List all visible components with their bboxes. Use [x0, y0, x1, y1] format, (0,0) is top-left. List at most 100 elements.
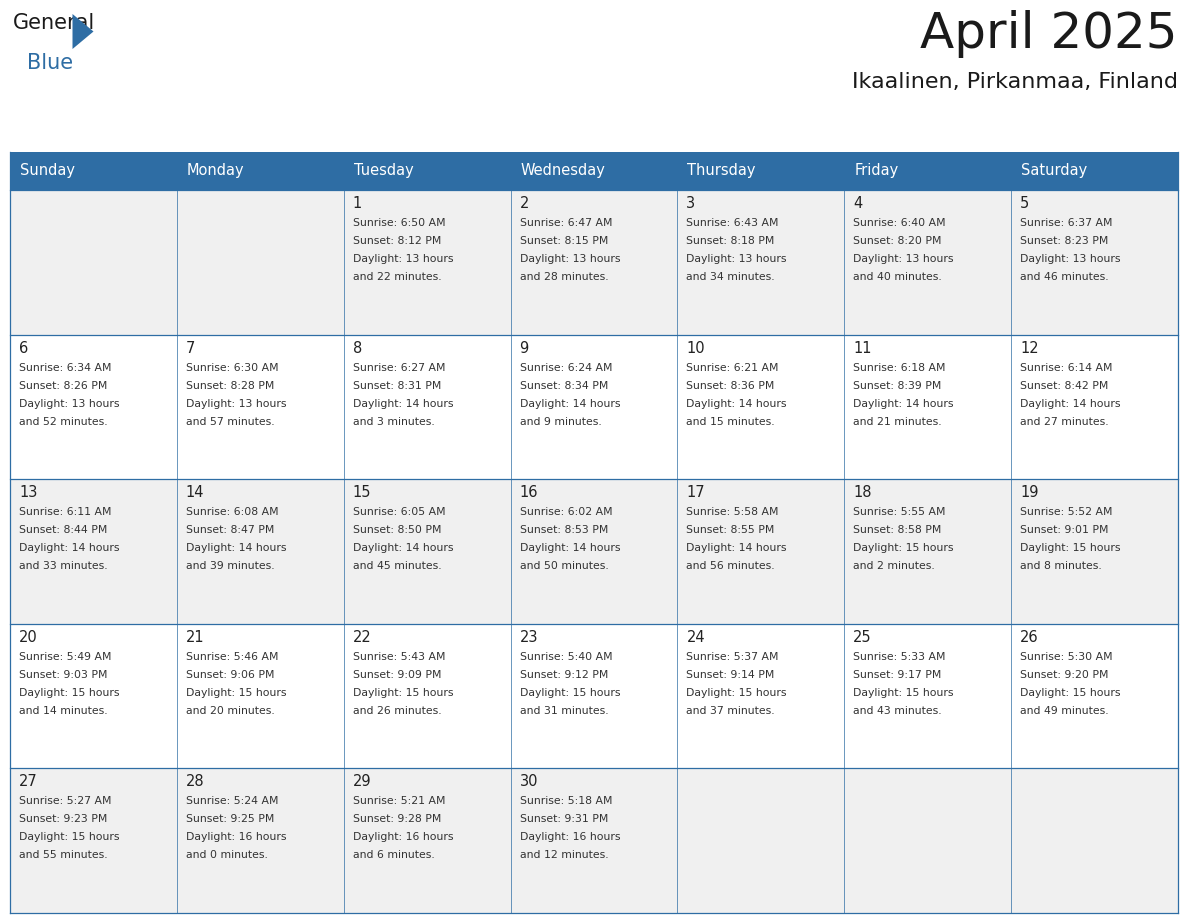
Text: Sunset: 9:06 PM: Sunset: 9:06 PM — [185, 670, 274, 680]
Polygon shape — [72, 14, 94, 49]
Bar — [177, 768, 343, 913]
Text: 18: 18 — [853, 486, 872, 500]
Text: and 28 minutes.: and 28 minutes. — [519, 272, 608, 282]
Text: Sunrise: 5:18 AM: Sunrise: 5:18 AM — [519, 797, 612, 806]
Text: Sunset: 8:12 PM: Sunset: 8:12 PM — [353, 236, 441, 246]
Text: Sunset: 9:14 PM: Sunset: 9:14 PM — [687, 670, 775, 680]
Text: 7: 7 — [185, 341, 195, 355]
Text: Daylight: 14 hours: Daylight: 14 hours — [519, 398, 620, 409]
Text: Sunset: 9:03 PM: Sunset: 9:03 PM — [19, 670, 107, 680]
Text: Sunrise: 5:43 AM: Sunrise: 5:43 AM — [353, 652, 446, 662]
Bar — [677, 624, 845, 768]
Text: Sunset: 9:01 PM: Sunset: 9:01 PM — [1020, 525, 1108, 535]
Text: Sunset: 8:26 PM: Sunset: 8:26 PM — [19, 381, 107, 390]
Text: and 21 minutes.: and 21 minutes. — [853, 417, 942, 427]
Text: 19: 19 — [1020, 486, 1038, 500]
Bar — [511, 768, 677, 913]
Text: and 33 minutes.: and 33 minutes. — [19, 561, 108, 571]
Text: Sunrise: 5:30 AM: Sunrise: 5:30 AM — [1020, 652, 1113, 662]
Text: Daylight: 15 hours: Daylight: 15 hours — [853, 543, 954, 554]
Text: and 26 minutes.: and 26 minutes. — [353, 706, 441, 716]
Text: Sunset: 9:23 PM: Sunset: 9:23 PM — [19, 814, 107, 824]
Text: and 8 minutes.: and 8 minutes. — [1020, 561, 1102, 571]
Text: and 50 minutes.: and 50 minutes. — [519, 561, 608, 571]
Text: Sunset: 8:31 PM: Sunset: 8:31 PM — [353, 381, 441, 390]
Text: and 46 minutes.: and 46 minutes. — [1020, 272, 1108, 282]
Text: Sunset: 8:15 PM: Sunset: 8:15 PM — [519, 236, 608, 246]
Text: Sunset: 9:12 PM: Sunset: 9:12 PM — [519, 670, 608, 680]
Text: Sunday: Sunday — [20, 163, 75, 178]
Text: and 0 minutes.: and 0 minutes. — [185, 850, 267, 860]
Text: Sunrise: 6:11 AM: Sunrise: 6:11 AM — [19, 508, 112, 517]
Bar — [845, 334, 1011, 479]
Text: Daylight: 13 hours: Daylight: 13 hours — [853, 254, 954, 264]
Text: 5: 5 — [1020, 196, 1029, 211]
Text: 20: 20 — [19, 630, 38, 644]
Bar — [343, 190, 511, 334]
Bar — [677, 768, 845, 913]
Text: Daylight: 13 hours: Daylight: 13 hours — [519, 254, 620, 264]
Text: 29: 29 — [353, 775, 372, 789]
Text: Daylight: 14 hours: Daylight: 14 hours — [519, 543, 620, 554]
Text: 28: 28 — [185, 775, 204, 789]
Text: 25: 25 — [853, 630, 872, 644]
Text: Daylight: 14 hours: Daylight: 14 hours — [687, 398, 786, 409]
Bar — [1011, 479, 1178, 624]
Text: Daylight: 15 hours: Daylight: 15 hours — [1020, 543, 1120, 554]
Text: Sunset: 9:31 PM: Sunset: 9:31 PM — [519, 814, 608, 824]
Bar — [177, 190, 343, 334]
Text: and 22 minutes.: and 22 minutes. — [353, 272, 441, 282]
Text: Sunset: 8:18 PM: Sunset: 8:18 PM — [687, 236, 775, 246]
Text: Sunrise: 5:52 AM: Sunrise: 5:52 AM — [1020, 508, 1113, 517]
Text: and 31 minutes.: and 31 minutes. — [519, 706, 608, 716]
Text: Sunrise: 5:24 AM: Sunrise: 5:24 AM — [185, 797, 278, 806]
Text: Daylight: 13 hours: Daylight: 13 hours — [687, 254, 786, 264]
Text: 10: 10 — [687, 341, 704, 355]
Text: 6: 6 — [19, 341, 29, 355]
Text: 8: 8 — [353, 341, 362, 355]
Text: Daylight: 16 hours: Daylight: 16 hours — [353, 833, 453, 843]
Bar — [10, 334, 177, 479]
Bar — [845, 768, 1011, 913]
Text: and 15 minutes.: and 15 minutes. — [687, 417, 775, 427]
Bar — [511, 479, 677, 624]
Bar — [677, 190, 845, 334]
Bar — [511, 334, 677, 479]
Text: Sunrise: 5:21 AM: Sunrise: 5:21 AM — [353, 797, 446, 806]
Text: Sunset: 8:34 PM: Sunset: 8:34 PM — [519, 381, 608, 390]
Text: Sunrise: 6:24 AM: Sunrise: 6:24 AM — [519, 363, 612, 373]
Text: Sunset: 8:20 PM: Sunset: 8:20 PM — [853, 236, 942, 246]
Text: 3: 3 — [687, 196, 695, 211]
Text: 16: 16 — [519, 486, 538, 500]
Text: Daylight: 14 hours: Daylight: 14 hours — [853, 398, 954, 409]
Text: Blue: Blue — [27, 53, 74, 73]
Text: 12: 12 — [1020, 341, 1038, 355]
Text: and 39 minutes.: and 39 minutes. — [185, 561, 274, 571]
Text: Daylight: 14 hours: Daylight: 14 hours — [185, 543, 286, 554]
Text: Sunset: 8:58 PM: Sunset: 8:58 PM — [853, 525, 942, 535]
Text: Daylight: 15 hours: Daylight: 15 hours — [185, 688, 286, 698]
Text: Sunrise: 5:55 AM: Sunrise: 5:55 AM — [853, 508, 946, 517]
Text: Sunset: 8:39 PM: Sunset: 8:39 PM — [853, 381, 942, 390]
Text: Sunrise: 5:27 AM: Sunrise: 5:27 AM — [19, 797, 112, 806]
Text: Sunrise: 6:50 AM: Sunrise: 6:50 AM — [353, 218, 446, 228]
Text: and 12 minutes.: and 12 minutes. — [519, 850, 608, 860]
Text: Wednesday: Wednesday — [520, 163, 606, 178]
Text: Sunrise: 6:43 AM: Sunrise: 6:43 AM — [687, 218, 779, 228]
Text: Daylight: 14 hours: Daylight: 14 hours — [353, 543, 453, 554]
Text: Sunrise: 6:14 AM: Sunrise: 6:14 AM — [1020, 363, 1113, 373]
Bar — [177, 479, 343, 624]
Text: Sunrise: 6:47 AM: Sunrise: 6:47 AM — [519, 218, 612, 228]
Text: Daylight: 13 hours: Daylight: 13 hours — [185, 398, 286, 409]
Text: 17: 17 — [687, 486, 704, 500]
Bar — [10, 624, 177, 768]
Text: 2: 2 — [519, 196, 529, 211]
Bar — [343, 624, 511, 768]
Bar — [343, 479, 511, 624]
Bar — [10, 479, 177, 624]
Text: and 9 minutes.: and 9 minutes. — [519, 417, 601, 427]
Text: and 3 minutes.: and 3 minutes. — [353, 417, 435, 427]
Text: 15: 15 — [353, 486, 371, 500]
Text: Sunset: 8:53 PM: Sunset: 8:53 PM — [519, 525, 608, 535]
Text: Tuesday: Tuesday — [354, 163, 413, 178]
